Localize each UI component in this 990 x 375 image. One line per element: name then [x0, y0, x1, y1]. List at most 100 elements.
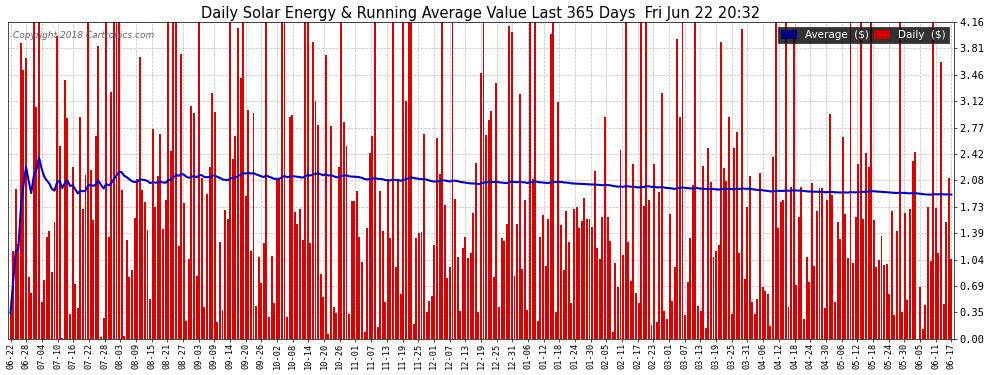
- Bar: [353, 201, 355, 339]
- Bar: [338, 167, 340, 339]
- Bar: [469, 253, 471, 339]
- Bar: [312, 42, 314, 339]
- Bar: [162, 230, 164, 339]
- Bar: [891, 211, 893, 339]
- Bar: [827, 200, 829, 339]
- Bar: [413, 324, 415, 339]
- Bar: [28, 277, 30, 339]
- Bar: [860, 22, 862, 339]
- Bar: [97, 46, 99, 339]
- Bar: [726, 182, 728, 339]
- Bar: [516, 224, 518, 339]
- Bar: [904, 213, 906, 339]
- Bar: [105, 22, 107, 339]
- Bar: [867, 167, 869, 339]
- Bar: [294, 212, 296, 339]
- Bar: [933, 22, 935, 339]
- Bar: [434, 244, 436, 339]
- Bar: [63, 80, 65, 339]
- Bar: [650, 325, 652, 339]
- Bar: [527, 310, 529, 339]
- Bar: [899, 22, 901, 339]
- Bar: [790, 187, 792, 339]
- Bar: [307, 22, 309, 339]
- Bar: [15, 189, 17, 339]
- Bar: [222, 310, 224, 339]
- Bar: [751, 302, 753, 339]
- Bar: [402, 22, 404, 339]
- Bar: [511, 32, 513, 339]
- Bar: [947, 178, 949, 339]
- Bar: [854, 217, 856, 339]
- Bar: [281, 22, 283, 339]
- Bar: [278, 178, 280, 339]
- Bar: [257, 257, 259, 339]
- Bar: [164, 200, 166, 339]
- Bar: [736, 132, 738, 339]
- Bar: [33, 22, 35, 339]
- Bar: [907, 300, 909, 339]
- Bar: [883, 266, 885, 339]
- Bar: [552, 22, 554, 339]
- Bar: [44, 279, 46, 339]
- Bar: [647, 200, 649, 339]
- Bar: [875, 267, 877, 339]
- Bar: [540, 237, 542, 339]
- Bar: [847, 258, 848, 339]
- Bar: [824, 308, 826, 339]
- Bar: [139, 57, 141, 339]
- Bar: [421, 232, 423, 339]
- Bar: [66, 118, 68, 339]
- Bar: [746, 207, 748, 339]
- Bar: [328, 334, 330, 339]
- Bar: [110, 92, 112, 339]
- Bar: [71, 167, 73, 339]
- Bar: [193, 113, 195, 339]
- Bar: [547, 219, 549, 339]
- Bar: [772, 157, 774, 339]
- Bar: [456, 257, 458, 339]
- Bar: [74, 284, 76, 339]
- Bar: [323, 297, 325, 339]
- Bar: [408, 22, 410, 339]
- Bar: [945, 222, 947, 339]
- Bar: [705, 328, 707, 339]
- Bar: [20, 43, 22, 339]
- Bar: [780, 202, 782, 339]
- Bar: [532, 179, 534, 339]
- Bar: [653, 165, 655, 339]
- Bar: [260, 284, 262, 339]
- Bar: [405, 101, 407, 339]
- Bar: [575, 207, 577, 339]
- Bar: [371, 136, 373, 339]
- Bar: [270, 256, 272, 339]
- Bar: [495, 83, 497, 339]
- Bar: [53, 222, 55, 339]
- Bar: [268, 317, 270, 339]
- Bar: [462, 248, 463, 339]
- Bar: [708, 148, 709, 339]
- Bar: [748, 176, 750, 339]
- Bar: [681, 22, 683, 339]
- Bar: [325, 55, 327, 339]
- Bar: [524, 200, 526, 339]
- Bar: [684, 315, 686, 339]
- Bar: [25, 58, 27, 339]
- Bar: [754, 314, 755, 339]
- Bar: [129, 277, 131, 339]
- Bar: [116, 22, 118, 339]
- Bar: [731, 314, 733, 339]
- Bar: [446, 278, 448, 339]
- Bar: [622, 255, 624, 339]
- Bar: [219, 242, 221, 339]
- Bar: [235, 136, 237, 339]
- Bar: [232, 159, 234, 339]
- Bar: [454, 199, 456, 339]
- Bar: [175, 22, 177, 339]
- Bar: [808, 282, 810, 339]
- Bar: [837, 222, 839, 339]
- Bar: [79, 117, 81, 339]
- Bar: [475, 163, 477, 339]
- Bar: [816, 211, 818, 339]
- Bar: [82, 209, 84, 339]
